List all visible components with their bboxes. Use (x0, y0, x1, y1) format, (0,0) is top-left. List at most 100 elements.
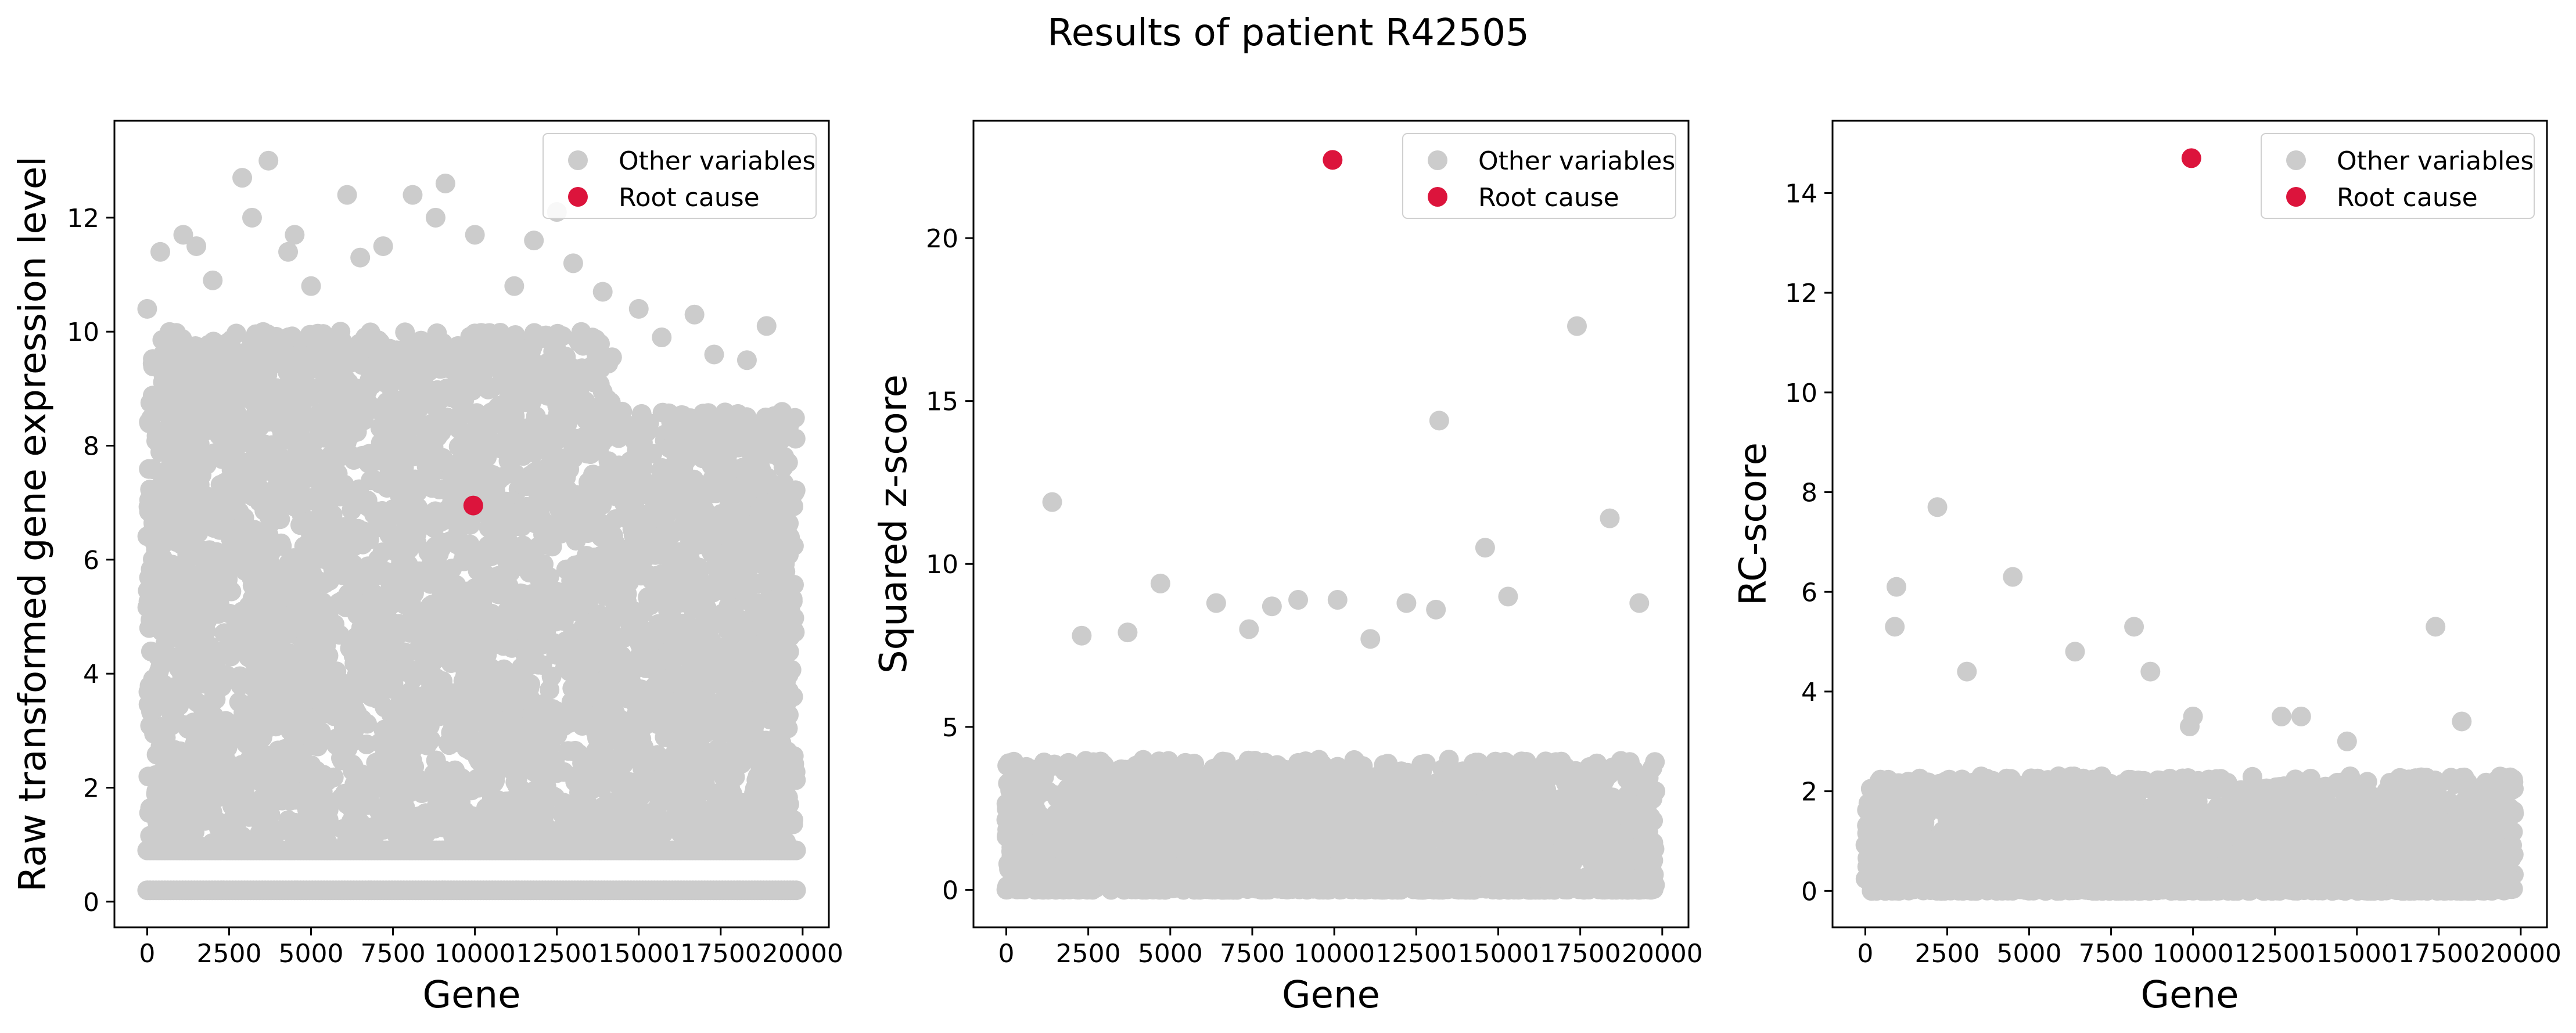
cloud-point (440, 456, 461, 476)
scatter-point (337, 185, 357, 205)
cloud-point (554, 762, 574, 782)
cloud-point (519, 563, 540, 583)
cloud-point (374, 746, 394, 766)
scatter-point (278, 242, 299, 262)
x-tick-label: 7500 (361, 939, 426, 969)
cloud-point (711, 504, 731, 524)
cloud-point (652, 458, 672, 478)
cloud-point (510, 502, 530, 522)
cloud-point (332, 819, 353, 839)
cloud-point (773, 771, 793, 791)
cloud-point (192, 697, 213, 717)
cloud-point (350, 574, 371, 595)
cloud-point (598, 674, 619, 694)
cloud-point (352, 355, 372, 375)
x-tick-label: 2500 (196, 939, 261, 969)
cloud-point (222, 438, 242, 458)
cloud-point (588, 350, 608, 370)
cloud-point (572, 761, 592, 781)
cloud-point (407, 533, 427, 553)
cloud-point (470, 438, 490, 458)
cloud-point (242, 460, 262, 481)
cloud-point (638, 771, 659, 791)
scatter-cloud (996, 750, 1666, 900)
cloud-point (596, 477, 616, 497)
panels: 0 2500 5000 7500 10000 12500 15000 17500 2000002… (12, 120, 2561, 1017)
y-tick-label: 0 (83, 888, 99, 917)
cloud-point (620, 599, 640, 619)
cloud-point (191, 758, 211, 778)
cloud-point (219, 643, 239, 663)
floor-point (786, 880, 806, 901)
cloud-point (212, 518, 232, 538)
cloud-point (771, 673, 791, 693)
cloud-point (369, 801, 389, 821)
cloud-point (749, 708, 770, 729)
y-axis-label: Raw transformed gene expression level (12, 156, 55, 892)
cloud-point (352, 788, 372, 808)
cloud-point (598, 567, 618, 588)
y-tick-label: 12 (67, 204, 99, 233)
cloud-point (337, 593, 357, 613)
scatter-point (301, 276, 321, 296)
cloud-point (161, 342, 181, 362)
cloud-point (562, 447, 583, 467)
cloud-point (318, 530, 338, 550)
figure-title: Results of patient R42505 (1047, 12, 1529, 55)
cloud-point (453, 671, 473, 691)
cloud-point (772, 402, 792, 422)
y-tick-label: 8 (83, 432, 99, 462)
cloud-point (603, 526, 623, 546)
y-tick-label: 2 (83, 774, 99, 804)
cloud-point (605, 703, 626, 723)
cloud-point (567, 584, 588, 603)
cloud-point (552, 326, 573, 346)
cloud-point (289, 434, 309, 455)
cloud-point (339, 735, 360, 755)
cloud-point (299, 817, 319, 837)
cloud-point (501, 744, 522, 764)
cloud-point (181, 397, 202, 417)
cloud-point (521, 468, 541, 488)
cloud-point (379, 524, 400, 545)
y-tick-label: 6 (83, 546, 99, 575)
cloud-point (355, 495, 376, 515)
cloud-point (590, 374, 610, 394)
cloud-point (779, 599, 800, 620)
cloud-point (700, 478, 721, 498)
cloud-point (741, 476, 761, 496)
cloud-point (269, 570, 289, 591)
root-cause-point (463, 495, 483, 516)
cloud-point (498, 401, 519, 421)
cloud-point (204, 779, 224, 800)
cloud-point (505, 442, 525, 463)
cloud-point (290, 515, 310, 535)
cloud-point (524, 323, 544, 343)
cloud-point (640, 751, 660, 771)
cloud-point (576, 546, 597, 566)
cloud-point (264, 509, 285, 529)
cloud-point (425, 412, 445, 431)
cloud-point (229, 692, 249, 712)
cloud-point (508, 794, 529, 814)
legend-marker-other (568, 150, 588, 170)
cloud-point (300, 325, 320, 345)
y-tick-label: 4 (83, 660, 99, 689)
scatter-point (465, 225, 485, 245)
cloud-point (522, 715, 541, 735)
cloud-point (425, 357, 445, 377)
cloud-point (668, 808, 688, 828)
cloud-point (645, 658, 666, 678)
cloud-point (214, 413, 234, 433)
cloud-point (375, 399, 396, 420)
x-tick-label: 10000 (434, 939, 516, 969)
cloud-point (235, 484, 256, 504)
cloud-point (300, 676, 320, 696)
cloud-point (157, 608, 178, 628)
cloud-point (736, 590, 756, 610)
cloud-point (186, 566, 206, 586)
cloud-point (556, 631, 576, 652)
cloud-point (408, 505, 429, 526)
cloud-point (727, 671, 747, 692)
cloud-point (493, 467, 513, 487)
